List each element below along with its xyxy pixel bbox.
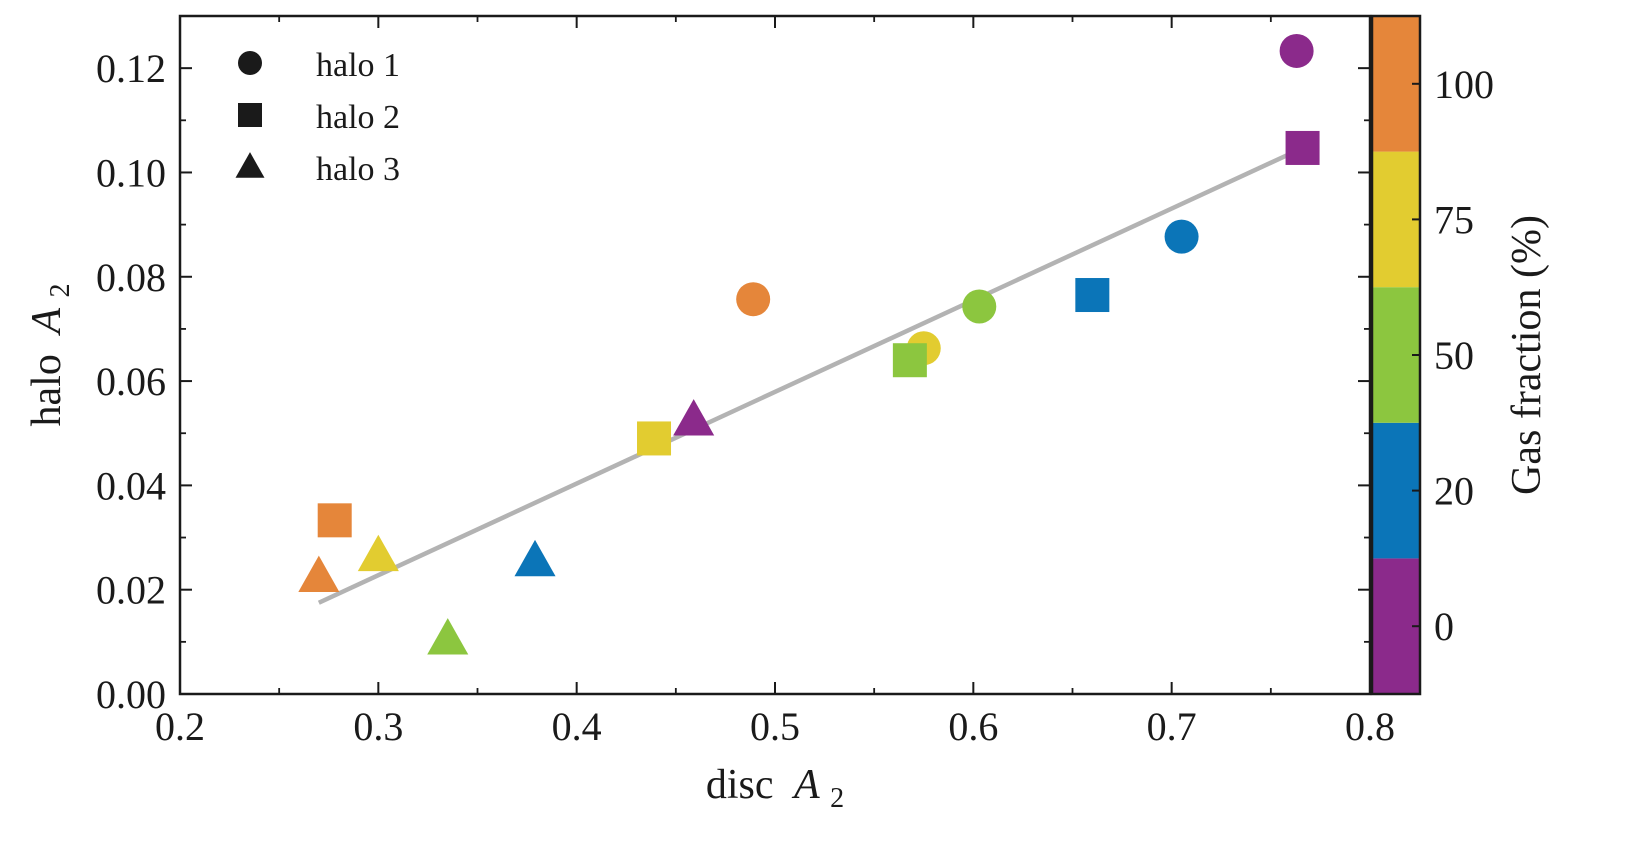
- halo-3-point: [427, 618, 469, 655]
- halo-2-point: [1285, 130, 1320, 165]
- legend-label: halo 2: [316, 99, 400, 136]
- halo-1-point: [962, 289, 997, 324]
- halo-1-point: [1164, 219, 1199, 254]
- legend: halo 1 halo 2 halo 3: [235, 47, 400, 188]
- x-tick-label: 0.5: [750, 704, 800, 749]
- legend-triangle-icon: [235, 152, 265, 178]
- legend-label: halo 3: [316, 151, 400, 188]
- x-axis-label: disc A 2: [706, 762, 844, 814]
- halo-1-point: [736, 282, 771, 317]
- x-tick-label: 0.2: [155, 704, 205, 749]
- halo-3-point: [514, 539, 556, 577]
- x-tick-label: 0.8: [1345, 704, 1395, 749]
- colorbar-tick-label: 100: [1434, 62, 1494, 107]
- halo-3-point: [673, 399, 715, 436]
- colorbar-tick-label: 50: [1434, 333, 1474, 378]
- y-axis-label: halo A 2: [24, 284, 76, 427]
- y-tick-label: 0.02: [96, 568, 166, 613]
- fit-line-group: [317, 146, 1302, 605]
- halo-2-point: [1075, 278, 1110, 313]
- y-axis-label-var: A: [24, 308, 70, 337]
- colorbar-tick-label: 20: [1434, 469, 1474, 514]
- fit-line: [317, 146, 1302, 605]
- x-tick-label: 0.3: [353, 704, 403, 749]
- x-tick-label: 0.4: [552, 704, 602, 749]
- y-tick-label: 0.12: [96, 46, 166, 91]
- ticks-group: [179, 15, 1371, 695]
- y-axis-label-text: halo: [24, 354, 70, 426]
- legend-circle-icon: [238, 51, 262, 75]
- y-tick-label: 0.00: [96, 672, 166, 717]
- x-axis-label-sub: 2: [830, 783, 844, 814]
- y-tick-label: 0.08: [96, 255, 166, 300]
- y-tick-label: 0.10: [96, 150, 166, 195]
- colorbar-frame: [1370, 14, 1422, 696]
- halo-2-point: [892, 343, 927, 378]
- data-points-group: [298, 33, 1320, 655]
- y-axis-label-sub: 2: [45, 284, 76, 298]
- x-axis-label-text: disc: [706, 762, 774, 808]
- halo-1-point: [1279, 33, 1314, 68]
- legend-square-icon: [238, 103, 262, 127]
- colorbar-tick-label: 75: [1434, 197, 1474, 242]
- y-tick-label: 0.04: [96, 463, 166, 508]
- halo-2-point: [637, 421, 672, 456]
- x-tick-label: 0.7: [1147, 704, 1197, 749]
- halo-3-point: [298, 555, 340, 592]
- y-tick-label: 0.06: [96, 359, 166, 404]
- colorbar-tick-label: 0: [1434, 604, 1454, 649]
- colorbar-label: Gas fraction (%): [1504, 215, 1550, 495]
- axis-labels-group: disc A 2 halo A 2 Gas fraction (%): [24, 215, 1550, 814]
- x-tick-label: 0.6: [948, 704, 998, 749]
- halo-2-point: [317, 503, 352, 538]
- legend-label: halo 1: [316, 47, 400, 84]
- halo-3-point: [357, 534, 399, 572]
- tick-labels-group: 0.2 0.3 0.4 0.5 0.6 0.7 0.8 0.00 0.02 0.04 0.06 0.0…: [96, 46, 1395, 749]
- x-axis-label-var: A: [791, 762, 820, 808]
- colorbar: 0 20 50 75 100: [1370, 14, 1494, 696]
